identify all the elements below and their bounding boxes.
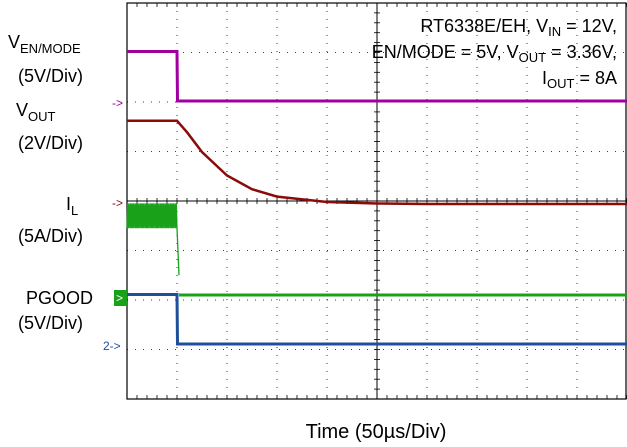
scale-i-l: (5A/Div) xyxy=(18,226,83,246)
scale-pgood: (5V/Div) xyxy=(18,313,83,333)
marker-v-en-mode: -> xyxy=(112,96,123,110)
trace-v-out xyxy=(127,119,627,206)
x-axis-label: Time (50µs/Div) xyxy=(306,421,447,443)
annotation-line-1: RT6338E/EH, VIN = 12V, xyxy=(420,16,617,39)
annotation-line-2: EN/MODE = 5V, VOUT = 3.36V, xyxy=(372,42,617,65)
label-i-l: IL xyxy=(66,194,78,218)
marker-i-l: -> xyxy=(112,196,123,210)
annotation-line-3: IOUT = 8A xyxy=(542,68,617,91)
trace-i-l xyxy=(126,203,180,276)
channel-labels: VEN/MODE (5V/Div) VOUT (2V/Div) IL (5A/D… xyxy=(8,32,93,333)
channel-markers: -> -> > 2-> xyxy=(103,96,127,353)
marker-pgood-box xyxy=(114,290,127,306)
label-pgood: PGOOD xyxy=(26,288,93,308)
annotation: RT6338E/EH, VIN = 12V, EN/MODE = 5V, VOU… xyxy=(372,16,617,91)
label-v-out: VOUT xyxy=(16,100,56,124)
trace-v-en-mode xyxy=(127,50,627,103)
traces xyxy=(126,50,627,346)
marker-pgood: > xyxy=(116,291,123,305)
marker-pgood-ref: 2-> xyxy=(103,339,121,353)
scale-v-en-mode: (5V/Div) xyxy=(18,66,83,86)
scale-v-out: (2V/Div) xyxy=(18,133,83,153)
trace-pgood xyxy=(127,293,627,346)
graticule xyxy=(126,2,627,400)
label-v-en-mode: VEN/MODE xyxy=(8,32,81,56)
